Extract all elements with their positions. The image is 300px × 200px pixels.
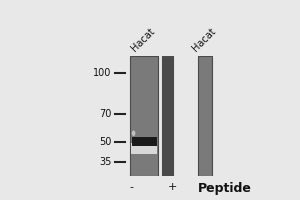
Bar [132, 137, 157, 146]
Bar [197, 56, 212, 176]
Bar [162, 56, 173, 176]
Text: 100: 100 [93, 68, 111, 78]
Text: Hacat: Hacat [129, 26, 156, 54]
Text: 70: 70 [99, 109, 111, 119]
Text: Peptide: Peptide [198, 182, 251, 195]
Text: Hacat: Hacat [190, 26, 218, 54]
Bar [130, 56, 158, 176]
Bar [131, 143, 157, 154]
Text: 50: 50 [99, 137, 111, 147]
Text: -: - [129, 182, 133, 192]
Text: +: + [168, 182, 178, 192]
Ellipse shape [132, 130, 135, 136]
Text: 35: 35 [99, 157, 111, 167]
